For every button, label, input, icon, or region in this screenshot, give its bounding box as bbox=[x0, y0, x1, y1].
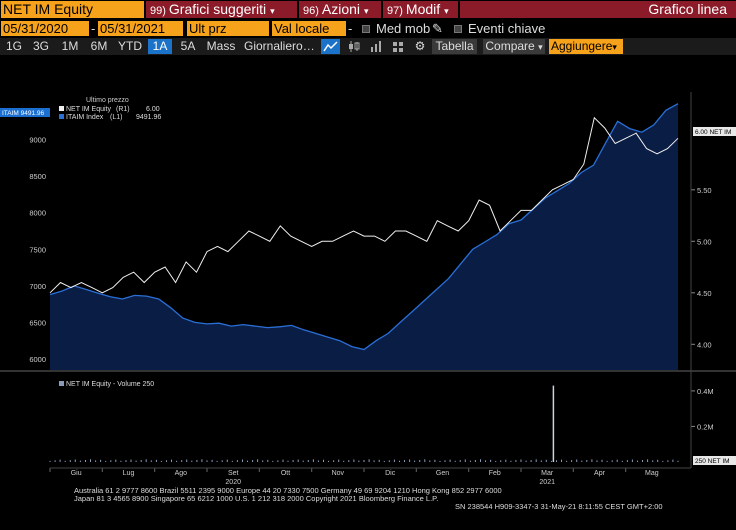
volume-legend-swatch bbox=[59, 381, 64, 386]
chevron-down-icon: ▾ bbox=[364, 6, 369, 16]
menu-label: Grafici suggeriti bbox=[168, 1, 267, 17]
x-tick-label: Apr bbox=[594, 470, 606, 477]
key-events-checkbox[interactable] bbox=[454, 25, 462, 33]
edit-menu[interactable]: 97) Modif ▾ bbox=[383, 1, 458, 18]
legend-equity-name: NET IM Equity bbox=[66, 106, 111, 113]
ellipsis: … bbox=[302, 39, 315, 53]
right-value-badge-text: 6.00 NET IM bbox=[695, 129, 731, 136]
right-tick-label: 5.50 bbox=[697, 186, 712, 195]
x-tick-label: Gen bbox=[436, 470, 449, 477]
x-tick-label: Feb bbox=[489, 470, 501, 477]
table-button[interactable]: Tabella bbox=[432, 39, 477, 54]
left-value-badge bbox=[0, 108, 50, 117]
range-1d[interactable]: 1G bbox=[5, 39, 22, 53]
start-date-field[interactable]: 05/31/2020 bbox=[1, 21, 89, 36]
volume-tick-label: 0.4M bbox=[697, 387, 714, 396]
volume-legend-label: NET IM Equity - Volume 250 bbox=[66, 381, 154, 388]
year-label: 2021 bbox=[539, 479, 555, 486]
x-tick-label: Lug bbox=[123, 470, 135, 477]
legend-equity-axis: (R1) bbox=[116, 106, 130, 113]
ticker-field[interactable]: NET IM Equity bbox=[1, 1, 144, 18]
footer-line-2: Japan 81 3 4565 8900 Singapore 65 6212 1… bbox=[74, 494, 438, 503]
menu-label: Modif bbox=[405, 1, 441, 17]
chart-type-label: Grafico linea bbox=[460, 1, 736, 18]
suggested-charts-menu[interactable]: 99) Grafici suggeriti ▾ bbox=[146, 1, 297, 18]
moving-avg-label: Med mob bbox=[376, 21, 431, 36]
bar-chart-icon[interactable] bbox=[368, 39, 384, 54]
year-label: 2020 bbox=[225, 479, 241, 486]
footer-line-1: Australia 61 2 9777 8600 Brazil 5511 239… bbox=[74, 486, 502, 495]
legend-swatch-equity bbox=[59, 106, 64, 111]
currency-select[interactable]: Val locale bbox=[272, 21, 346, 36]
chevron-down-icon: ▾ bbox=[270, 6, 275, 16]
footer-line-3: SN 238544 H909-3347-3 31-May-21 8:11:55 … bbox=[455, 502, 663, 511]
chevron-down-icon: ▾ bbox=[612, 42, 617, 52]
range-max[interactable]: Mass bbox=[206, 39, 236, 53]
chevron-down-icon: ▾ bbox=[444, 6, 449, 16]
x-tick-label: Dic bbox=[385, 470, 396, 477]
legend-index-name: ITAIM Index bbox=[66, 114, 104, 121]
range-1m[interactable]: 1M bbox=[61, 39, 79, 53]
legend-equity-value: 6.00 bbox=[146, 106, 160, 113]
add-label: Aggiungere bbox=[551, 39, 613, 53]
x-tick-label: Nov bbox=[332, 470, 345, 477]
x-tick-label: Set bbox=[228, 470, 239, 477]
menu-number: 99) bbox=[150, 5, 166, 17]
left-tick-label: 6500 bbox=[29, 318, 46, 327]
left-tick-label: 7500 bbox=[29, 245, 46, 254]
currency-separator: - bbox=[348, 21, 353, 36]
line-chart-icon[interactable] bbox=[321, 39, 340, 54]
left-tick-label: 9000 bbox=[29, 136, 46, 145]
right-value-badge bbox=[693, 127, 736, 136]
left-tick-label: 8500 bbox=[29, 172, 46, 181]
x-tick-label: Ott bbox=[281, 470, 290, 477]
compare-label: Compare bbox=[485, 39, 535, 53]
left-tick-label: 8000 bbox=[29, 209, 46, 218]
moving-avg-checkbox[interactable] bbox=[362, 25, 370, 33]
legend-index-axis: (L1) bbox=[110, 114, 122, 121]
menu-label: Azioni bbox=[321, 1, 361, 17]
left-tick-label: 6000 bbox=[29, 355, 46, 364]
range-1y[interactable]: 1A bbox=[148, 39, 172, 54]
compare-button[interactable]: Compare ▾ bbox=[483, 39, 545, 54]
grid-view-icon[interactable] bbox=[390, 39, 406, 54]
right-tick-label: 4.50 bbox=[697, 289, 712, 298]
add-button[interactable]: Aggiungere▾ bbox=[549, 39, 623, 54]
equity-line bbox=[49, 116, 679, 294]
menu-number: 97) bbox=[387, 5, 403, 17]
left-value-badge-text: ITAIM 9491.96 bbox=[2, 110, 45, 117]
actions-menu[interactable]: 96) Azioni ▾ bbox=[299, 1, 381, 18]
volume-badge bbox=[693, 456, 736, 465]
volume-badge-text: 250 NET IM bbox=[695, 458, 730, 465]
range-ytd[interactable]: YTD bbox=[118, 39, 142, 53]
x-tick-label: Mar bbox=[541, 470, 554, 477]
chevron-down-icon: ▾ bbox=[538, 42, 543, 52]
price-chart[interactable]: 6000 6500 7000 7500 8000 8500 9000 4.00 4.50 5.00… bbox=[0, 56, 736, 530]
index-area bbox=[50, 103, 678, 370]
range-6m[interactable]: 6M bbox=[90, 39, 108, 53]
frequency-select[interactable]: Giornaliero… bbox=[244, 39, 315, 54]
settings-icon[interactable]: ⚙ bbox=[414, 39, 426, 53]
price-field-select[interactable]: Ult prz bbox=[187, 21, 269, 36]
date-separator: - bbox=[91, 21, 96, 36]
x-tick-label: Giu bbox=[71, 470, 82, 477]
right-tick-label: 4.00 bbox=[697, 340, 712, 349]
key-events-label: Eventi chiave bbox=[468, 21, 546, 36]
candle-chart-icon[interactable] bbox=[346, 39, 362, 54]
legend-header: Ultimo prezzo bbox=[86, 97, 129, 104]
right-tick-label: 5.00 bbox=[697, 237, 712, 246]
legend-swatch-index bbox=[59, 114, 64, 119]
legend-index-value: 9491.96 bbox=[136, 114, 161, 121]
volume-tick-label: 0.2M bbox=[697, 422, 714, 431]
pencil-icon[interactable]: ✎ bbox=[432, 21, 443, 36]
x-tick-label: Ago bbox=[175, 470, 188, 477]
end-date-field[interactable]: 05/31/2021 bbox=[98, 21, 183, 36]
range-3d[interactable]: 3G bbox=[32, 39, 49, 53]
left-tick-label: 7000 bbox=[29, 282, 46, 291]
range-5y[interactable]: 5A bbox=[180, 39, 196, 53]
frequency-label: Giornaliero bbox=[244, 39, 303, 53]
menu-number: 96) bbox=[303, 5, 319, 17]
x-tick-label: Mag bbox=[645, 470, 659, 477]
